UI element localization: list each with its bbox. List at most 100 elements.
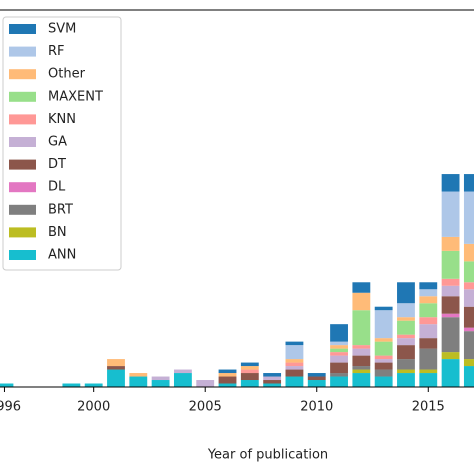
bar-segment bbox=[397, 359, 415, 370]
bar-segment bbox=[307, 376, 326, 381]
bar-segment bbox=[151, 380, 170, 387]
bar-segment bbox=[419, 373, 438, 387]
legend-swatch bbox=[9, 250, 36, 260]
legend-label: RF bbox=[48, 44, 65, 59]
bar-segment bbox=[374, 362, 393, 370]
bar-segment bbox=[397, 334, 415, 339]
bar-segment bbox=[419, 317, 438, 325]
bar-segment bbox=[463, 359, 474, 367]
legend-swatch bbox=[9, 227, 36, 238]
bar-segment bbox=[218, 369, 237, 374]
bar-segment bbox=[129, 376, 148, 387]
bar-segment bbox=[218, 376, 237, 384]
bar-segment bbox=[285, 345, 304, 360]
bar-segment bbox=[397, 320, 415, 335]
legend-swatch bbox=[9, 114, 36, 125]
bar-segment bbox=[330, 345, 348, 349]
bar-segment bbox=[374, 310, 393, 339]
legend-label: DL bbox=[48, 180, 66, 195]
bar-segment bbox=[419, 324, 438, 339]
legend-label: MAXENT bbox=[48, 89, 103, 104]
bar-segment bbox=[419, 348, 438, 370]
bar-segment bbox=[397, 282, 415, 304]
legend-label: SVM bbox=[48, 22, 76, 37]
bar-segment bbox=[330, 376, 348, 387]
bar-segment bbox=[397, 303, 415, 318]
bar-segment bbox=[263, 373, 282, 377]
bar-segment bbox=[352, 282, 371, 293]
bar-segment bbox=[129, 373, 148, 377]
bar-segment bbox=[463, 327, 474, 332]
bar-segment bbox=[240, 369, 259, 374]
bar-segment bbox=[285, 359, 304, 363]
legend-label: BN bbox=[48, 225, 67, 240]
bar-segment bbox=[463, 366, 474, 387]
legend-swatch bbox=[9, 182, 36, 193]
bar-segment bbox=[330, 352, 348, 356]
bar-segment bbox=[419, 303, 438, 318]
bar-segment bbox=[397, 369, 415, 374]
bar-segment bbox=[441, 250, 460, 279]
bar-segment bbox=[330, 373, 348, 377]
bar-segment bbox=[463, 306, 474, 328]
bar-segment bbox=[463, 289, 474, 307]
legend-label: GA bbox=[48, 135, 67, 150]
bar-segment bbox=[218, 373, 237, 377]
bar-segment bbox=[330, 355, 348, 363]
bar-segment bbox=[62, 383, 81, 387]
legend-label: KNN bbox=[48, 112, 76, 127]
bar-segment bbox=[419, 338, 438, 349]
bar-segment bbox=[196, 380, 215, 387]
legend-label: BRT bbox=[48, 202, 73, 217]
bar-segment bbox=[151, 376, 170, 381]
bar-segment bbox=[307, 380, 326, 387]
bar-segment bbox=[330, 341, 348, 346]
bar-segment bbox=[374, 306, 393, 311]
bar-segment bbox=[441, 296, 460, 314]
x-tick-label: 2005 bbox=[189, 400, 222, 415]
x-tick-label: 2010 bbox=[300, 400, 333, 415]
bar-segment bbox=[397, 373, 415, 387]
bar-segment bbox=[441, 285, 460, 297]
x-axis-label: Year of publication bbox=[207, 448, 328, 463]
bar-segment bbox=[107, 369, 125, 387]
bar-segment bbox=[285, 362, 304, 367]
bar-segment bbox=[263, 380, 282, 384]
bar-segment bbox=[419, 289, 438, 297]
bar-segment bbox=[285, 369, 304, 377]
bar-segment bbox=[463, 331, 474, 360]
bar-segment bbox=[374, 338, 393, 342]
bar-segment bbox=[84, 383, 103, 387]
bar-segment bbox=[441, 359, 460, 387]
bar-segment bbox=[285, 341, 304, 346]
bar-segment bbox=[352, 292, 371, 311]
bar-segment bbox=[0, 383, 14, 387]
bar-segment bbox=[330, 362, 348, 374]
bar-segment bbox=[263, 383, 282, 387]
bar-segment bbox=[352, 345, 371, 349]
bar-segment bbox=[397, 317, 415, 321]
bar-segment bbox=[463, 174, 474, 192]
bar-segment bbox=[441, 236, 460, 251]
legend: SVM RF Other MAXENT KNN GA DT DL BRT BN ANN bbox=[2, 16, 122, 271]
bar-segment bbox=[352, 366, 371, 370]
bar-segment bbox=[307, 373, 326, 377]
legend-swatch bbox=[9, 159, 36, 170]
bar-segment bbox=[352, 348, 371, 356]
bar-segment bbox=[441, 317, 460, 353]
bar-segment bbox=[463, 261, 474, 283]
legend-swatch bbox=[9, 137, 36, 147]
x-tick-label: 2015 bbox=[412, 400, 445, 415]
bar-segment bbox=[240, 362, 259, 367]
bar-segment bbox=[173, 369, 192, 374]
bar-segment bbox=[419, 296, 438, 304]
x-tick-label: 1996 bbox=[0, 400, 21, 415]
bar-segment bbox=[397, 338, 415, 346]
bar-segment bbox=[419, 369, 438, 374]
bar-segment bbox=[240, 366, 259, 370]
bar-segment bbox=[419, 282, 438, 290]
bar-segment bbox=[374, 355, 393, 360]
legend-swatch bbox=[9, 46, 36, 57]
bar-segment bbox=[441, 191, 460, 237]
bar-segment bbox=[374, 369, 393, 377]
